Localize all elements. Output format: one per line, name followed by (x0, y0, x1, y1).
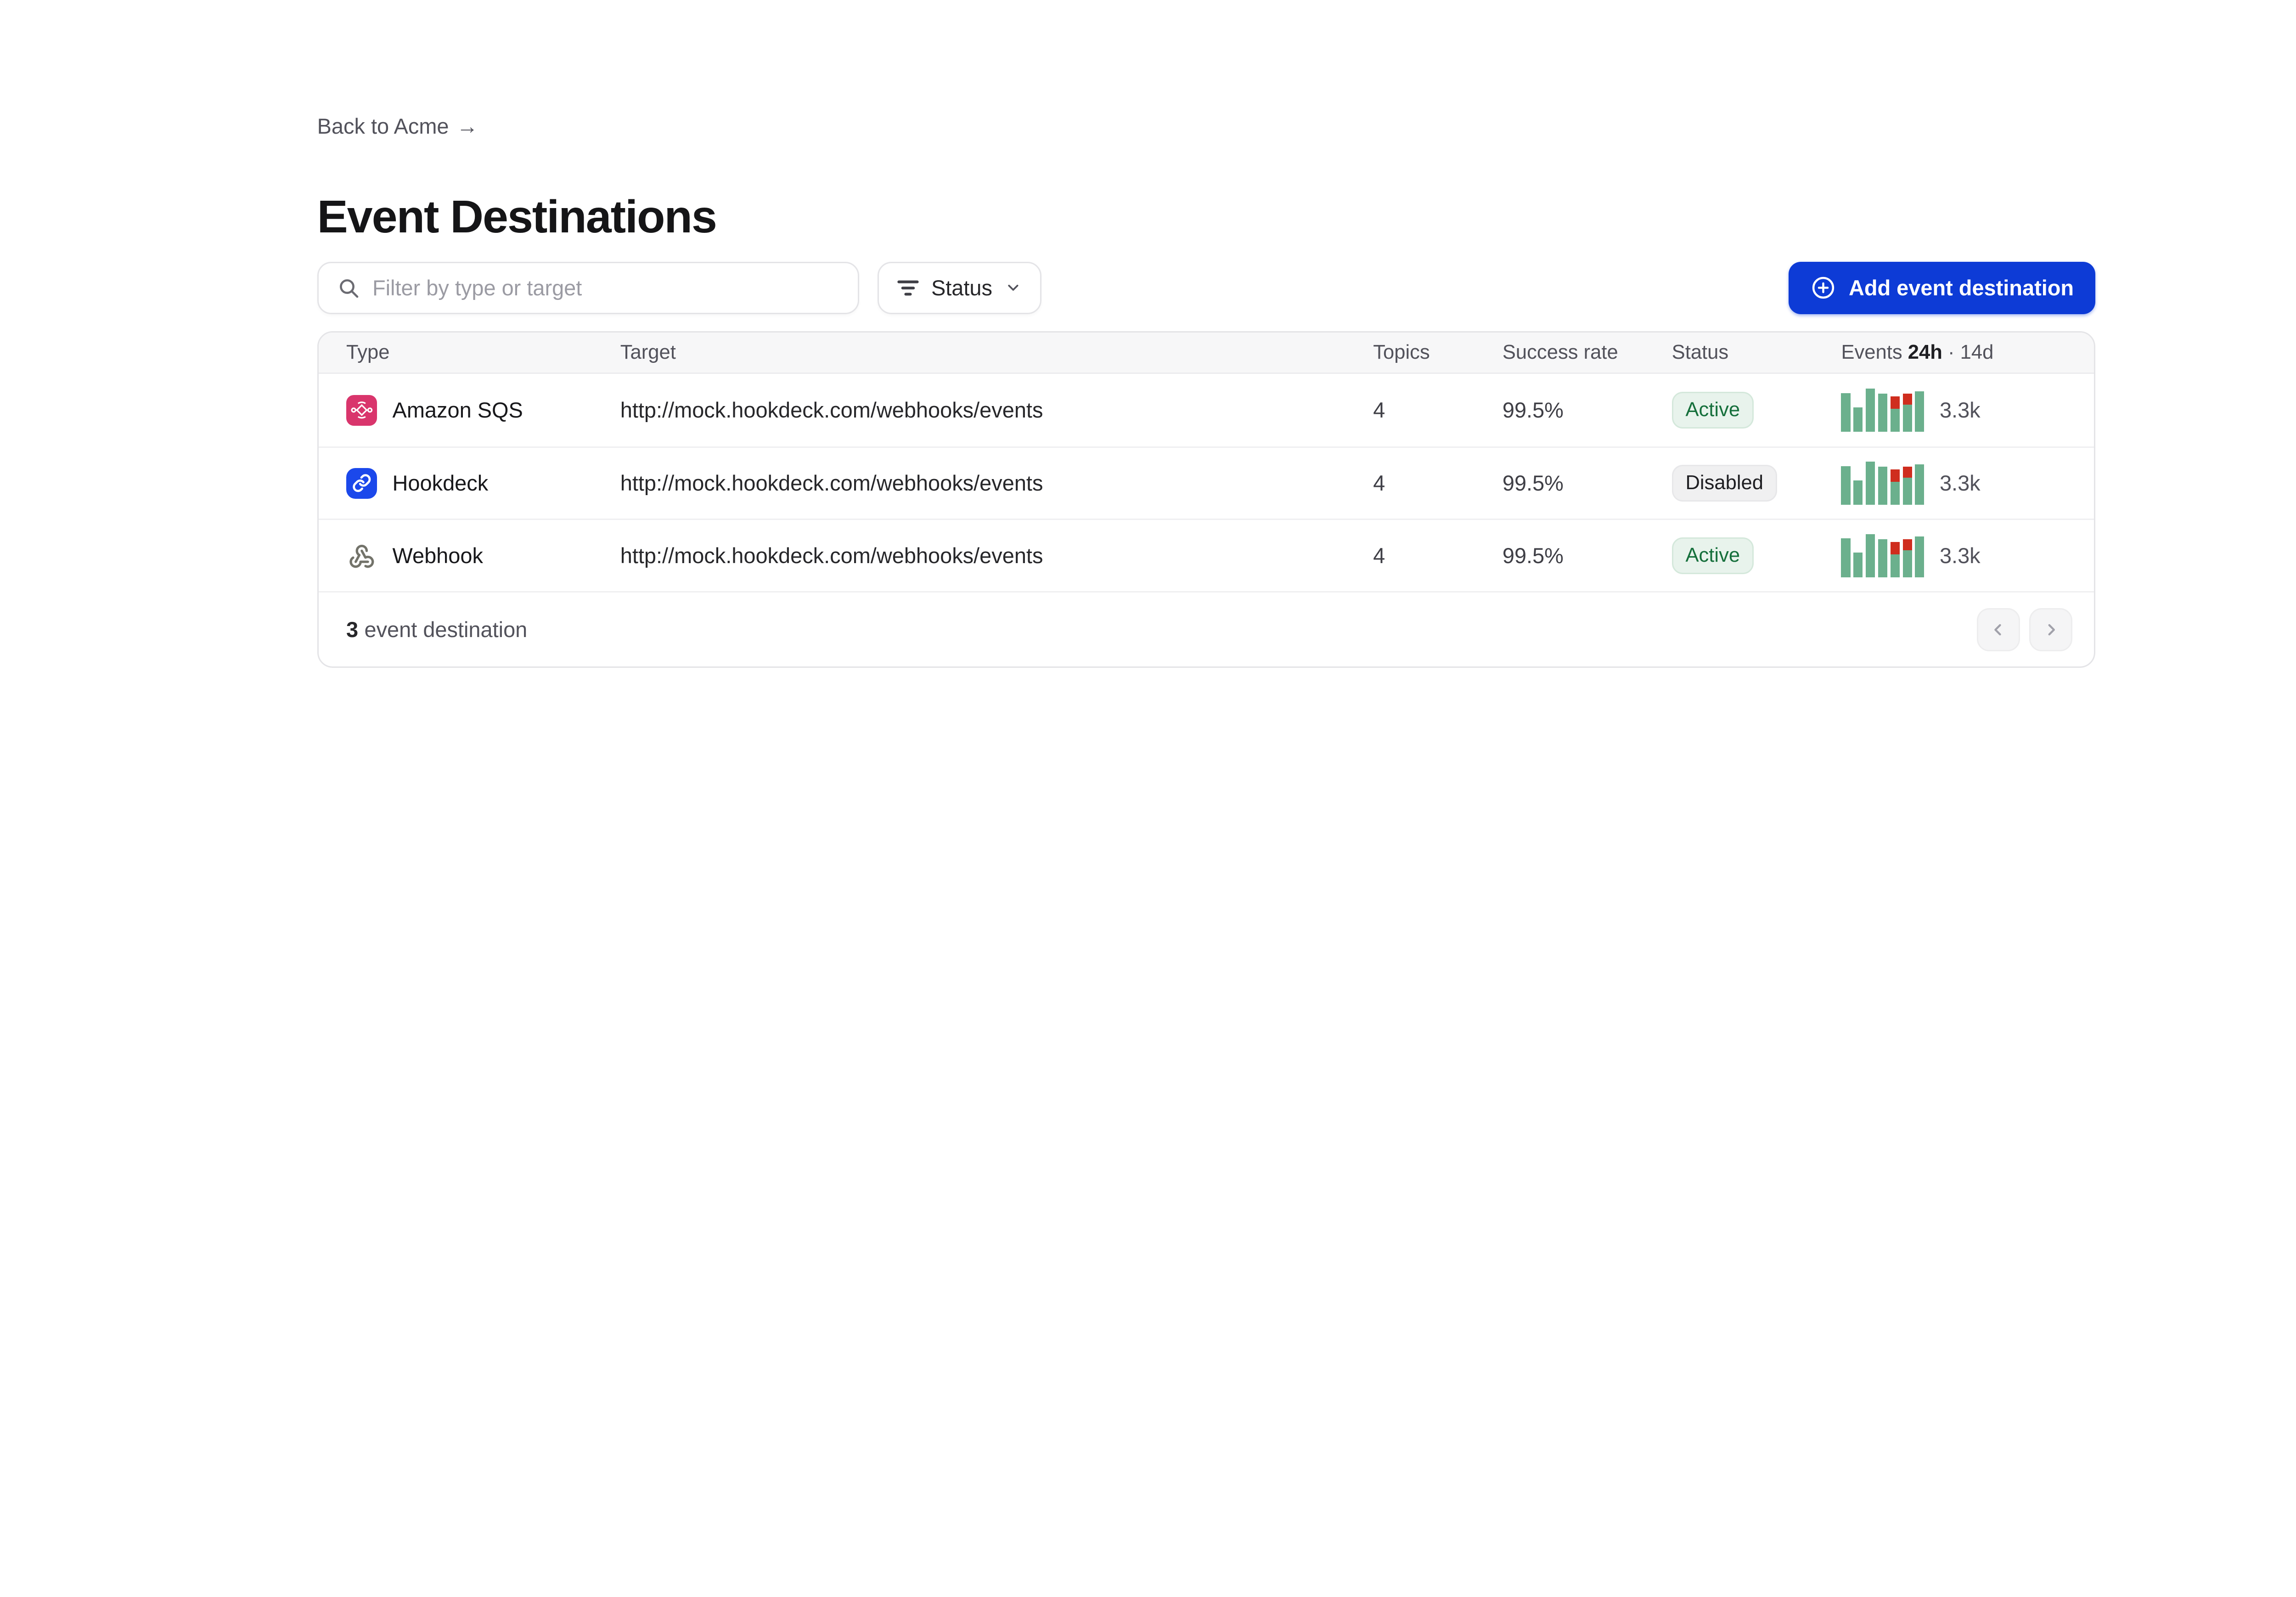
destination-type-label: Webhook (392, 543, 483, 568)
amazon-sqs-icon (346, 395, 377, 426)
webhook-icon (346, 540, 377, 571)
column-header-type: Type (346, 341, 390, 364)
row-count-number: 3 (346, 617, 359, 642)
target-url: http://mock.hookdeck.com/webhooks/events (620, 471, 1043, 496)
events-sparkline (1841, 534, 1925, 577)
topics-count: 4 (1373, 471, 1385, 496)
sparkline-bar (1853, 480, 1863, 505)
sparkline-bar (1878, 394, 1887, 432)
topics-count: 4 (1373, 543, 1385, 568)
topics-count: 4 (1373, 398, 1385, 423)
status-badge: Disabled (1671, 465, 1777, 502)
plus-circle-icon (1810, 275, 1836, 301)
sparkline-bar (1902, 467, 1912, 505)
pagination (1977, 608, 2073, 651)
search-box[interactable] (317, 261, 859, 314)
table-row[interactable]: Webhook http://mock.hookdeck.com/webhook… (318, 519, 2094, 591)
sparkline-bar (1890, 542, 1900, 577)
status-badge: Active (1671, 537, 1754, 574)
page: Back to Acme → Event Destinations Status (317, 0, 2095, 668)
table-row[interactable]: Hookdeck http://mock.hookdeck.com/webhoo… (318, 446, 2094, 519)
column-header-events: Events 24h · 14d (1841, 341, 1994, 364)
previous-page-button[interactable] (1977, 608, 2020, 651)
search-input[interactable] (372, 275, 839, 300)
filter-icon (897, 279, 919, 297)
destination-type-label: Hookdeck (392, 471, 489, 496)
events-sparkline (1841, 462, 1925, 505)
target-url: http://mock.hookdeck.com/webhooks/events (620, 543, 1043, 568)
add-event-destination-button[interactable]: Add event destination (1789, 261, 2095, 314)
back-link-label: Back to Acme (317, 114, 449, 139)
sparkline-bar (1915, 464, 1925, 505)
sparkline-bar (1841, 393, 1851, 432)
sparkline-bar (1915, 536, 1925, 577)
sparkline-bar (1890, 396, 1900, 432)
column-header-status: Status (1671, 341, 1729, 364)
status-filter-button[interactable]: Status (878, 261, 1041, 314)
column-header-target: Target (620, 341, 676, 364)
row-count: 3 event destination (346, 617, 527, 642)
sparkline-bar (1841, 538, 1851, 577)
back-link[interactable]: Back to Acme → (317, 114, 478, 139)
destination-type-label: Amazon SQS (392, 398, 523, 423)
events-sparkline (1841, 389, 1925, 432)
sparkline-bar (1902, 539, 1912, 577)
sparkline-bar (1866, 462, 1875, 505)
success-rate-value: 99.5% (1502, 398, 1564, 423)
chevron-right-icon (2042, 621, 2060, 639)
row-count-label: event destination (364, 617, 528, 642)
status-filter-label: Status (931, 276, 992, 300)
events-count: 3.3k (1939, 543, 1981, 568)
toolbar: Status Add event destination (317, 261, 2095, 314)
table-footer: 3 event destination (318, 591, 2094, 666)
sparkline-bar (1853, 553, 1863, 577)
arrow-right-icon: → (456, 114, 478, 139)
table-row[interactable]: Amazon SQS http://mock.hookdeck.com/webh… (318, 374, 2094, 446)
sparkline-bar (1890, 469, 1900, 505)
sparkline-bar (1853, 407, 1863, 432)
next-page-button[interactable] (2029, 608, 2073, 651)
sparkline-bar (1878, 539, 1887, 577)
sparkline-bar (1915, 391, 1925, 432)
success-rate-value: 99.5% (1502, 543, 1564, 568)
sparkline-bar (1902, 394, 1912, 432)
sparkline-bar (1866, 389, 1875, 432)
events-24h-label: 24h (1908, 341, 1942, 364)
status-badge: Active (1671, 392, 1754, 429)
events-14d-label: · 14d (1947, 341, 1994, 364)
event-destinations-table: Type Target Topics Success rate Status E… (317, 331, 2095, 668)
events-count: 3.3k (1939, 471, 1981, 496)
table-body: Amazon SQS http://mock.hookdeck.com/webh… (318, 374, 2094, 591)
chevron-left-icon (1989, 621, 2008, 639)
sparkline-bar (1878, 467, 1887, 505)
search-icon (337, 277, 360, 299)
sparkline-bar (1841, 466, 1851, 505)
hookdeck-icon (346, 468, 377, 499)
events-count: 3.3k (1939, 398, 1981, 423)
table-header-row: Type Target Topics Success rate Status E… (318, 332, 2094, 374)
sparkline-bar (1866, 534, 1875, 577)
column-header-success-rate: Success rate (1502, 341, 1618, 364)
page-title: Event Destinations (317, 191, 717, 243)
chevron-down-icon (1005, 279, 1022, 296)
add-event-destination-label: Add event destination (1848, 276, 2074, 300)
column-header-topics: Topics (1373, 341, 1430, 364)
target-url: http://mock.hookdeck.com/webhooks/events (620, 398, 1043, 423)
success-rate-value: 99.5% (1502, 471, 1564, 496)
